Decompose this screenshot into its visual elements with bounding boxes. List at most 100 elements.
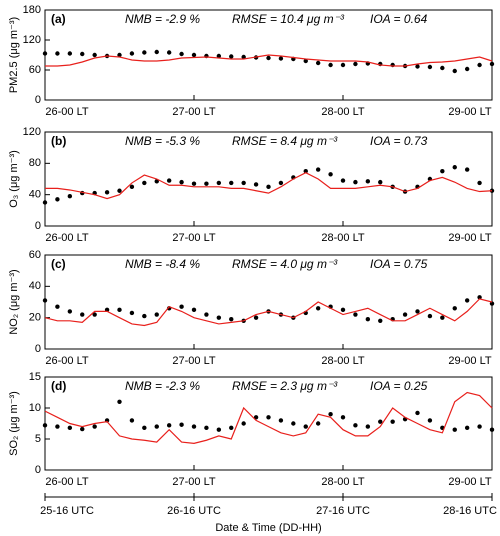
x-tick-label: 29-00 LT xyxy=(448,232,491,244)
observation-dot xyxy=(117,399,122,404)
observation-dot xyxy=(464,66,470,72)
observation-dot xyxy=(117,52,122,58)
observation-dot xyxy=(427,64,433,70)
observation-dot xyxy=(42,200,48,205)
observation-dot xyxy=(92,312,97,317)
observation-dot xyxy=(415,410,420,416)
observation-dot xyxy=(440,168,445,174)
observation-dot xyxy=(266,55,271,61)
observation-dot xyxy=(80,312,85,317)
y-axis-label: NO₂ (μg m⁻³) xyxy=(8,269,20,334)
observation-dot xyxy=(191,181,197,186)
observation-dot xyxy=(55,51,60,56)
y-tick-label: 0 xyxy=(35,94,41,106)
observation-dot xyxy=(427,313,433,319)
y-tick-label: 120 xyxy=(23,126,41,138)
annotation: RMSE = 4.0 μg m⁻³ xyxy=(232,257,338,271)
observation-dot xyxy=(229,317,234,322)
observation-dot xyxy=(278,180,284,186)
observation-dot xyxy=(191,424,197,429)
observation-dot xyxy=(129,418,135,423)
observation-dot xyxy=(216,53,222,59)
y-tick-label: 40 xyxy=(29,189,41,201)
x-tick-label: 27-00 LT xyxy=(172,476,215,488)
x-tick-label: 26-00 LT xyxy=(45,232,88,244)
observation-dot xyxy=(378,179,383,185)
annotation: IOA = 0.64 xyxy=(370,12,428,26)
observation-dot xyxy=(440,65,445,71)
observation-dot xyxy=(464,298,470,303)
observation-dot xyxy=(229,54,234,59)
observation-dot xyxy=(353,423,358,428)
observation-dot xyxy=(365,317,371,322)
observation-dot xyxy=(328,172,333,177)
observation-dot xyxy=(92,52,97,58)
observation-dot xyxy=(166,178,172,183)
x-tick-label: 29-00 LT xyxy=(448,355,491,367)
observation-dot xyxy=(80,426,85,432)
observation-dot xyxy=(477,295,482,300)
annotation: RMSE = 8.4 μg m⁻³ xyxy=(232,134,338,148)
y-axis-label: O₃ (μg m⁻³) xyxy=(8,150,20,208)
observation-dot xyxy=(378,419,383,424)
observation-dot xyxy=(489,301,495,306)
x-tick-label: 27-00 LT xyxy=(172,355,215,367)
model-line xyxy=(44,391,493,444)
observation-dot xyxy=(67,194,73,199)
y-axis-label: PM2.5 (μg m⁻³) xyxy=(8,17,20,93)
observation-dot xyxy=(402,312,408,317)
observation-dot xyxy=(353,179,358,185)
annotation: RMSE = 10.4 μg m⁻³ xyxy=(232,12,345,26)
observation-dot xyxy=(340,178,346,183)
observation-dot xyxy=(229,180,234,186)
observation-dot xyxy=(67,425,73,431)
observation-dot xyxy=(129,184,135,190)
observation-dot xyxy=(179,51,184,57)
panel-label: (b) xyxy=(51,134,66,148)
y-tick-label: 0 xyxy=(35,343,41,355)
observation-dot xyxy=(142,50,147,55)
x-tick-label: 28-00 LT xyxy=(321,232,364,244)
observation-dot xyxy=(142,180,147,186)
x-tick-label: 26-00 LT xyxy=(45,106,88,118)
observation-dot xyxy=(266,184,271,190)
observation-dot xyxy=(241,180,246,186)
observation-dot xyxy=(464,425,470,431)
observation-dot xyxy=(179,304,184,309)
annotation: IOA = 0.75 xyxy=(370,257,428,271)
observation-dot xyxy=(117,307,122,313)
observation-dot xyxy=(55,424,60,429)
observation-dot xyxy=(477,62,482,68)
y-tick-label: 0 xyxy=(35,220,41,232)
x-tick-label: 27-00 LT xyxy=(172,232,215,244)
annotation: NMB = -2.9 % xyxy=(125,12,200,26)
observation-dot xyxy=(142,425,147,431)
x-tick-label: 29-00 LT xyxy=(448,106,491,118)
observation-dot xyxy=(340,307,346,313)
x-axis-label: Date & Time (DD-HH) xyxy=(215,522,321,534)
observation-dot xyxy=(104,190,110,195)
observation-dot xyxy=(303,58,308,64)
observation-dot xyxy=(315,60,321,66)
observation-dot xyxy=(315,306,321,311)
x2-tick-label: 25-16 UTC xyxy=(40,505,94,517)
x2-tick-label: 26-16 UTC xyxy=(167,505,221,517)
observation-dot xyxy=(67,309,73,314)
observation-dot xyxy=(278,56,284,61)
observation-dot xyxy=(216,180,222,186)
observation-dot xyxy=(166,50,172,55)
observation-dot xyxy=(378,318,383,323)
observation-dot xyxy=(253,182,259,187)
observation-dot xyxy=(315,167,321,172)
observation-dot xyxy=(166,423,172,428)
observation-dot xyxy=(92,424,97,429)
panel-label: (a) xyxy=(51,12,66,26)
observation-dot xyxy=(253,315,259,320)
x-tick-label: 28-00 LT xyxy=(321,355,364,367)
observation-dot xyxy=(42,51,48,56)
observation-dot xyxy=(154,424,159,429)
y-tick-label: 80 xyxy=(29,157,41,169)
x-tick-label: 26-00 LT xyxy=(45,476,88,488)
observation-dot xyxy=(117,188,122,193)
